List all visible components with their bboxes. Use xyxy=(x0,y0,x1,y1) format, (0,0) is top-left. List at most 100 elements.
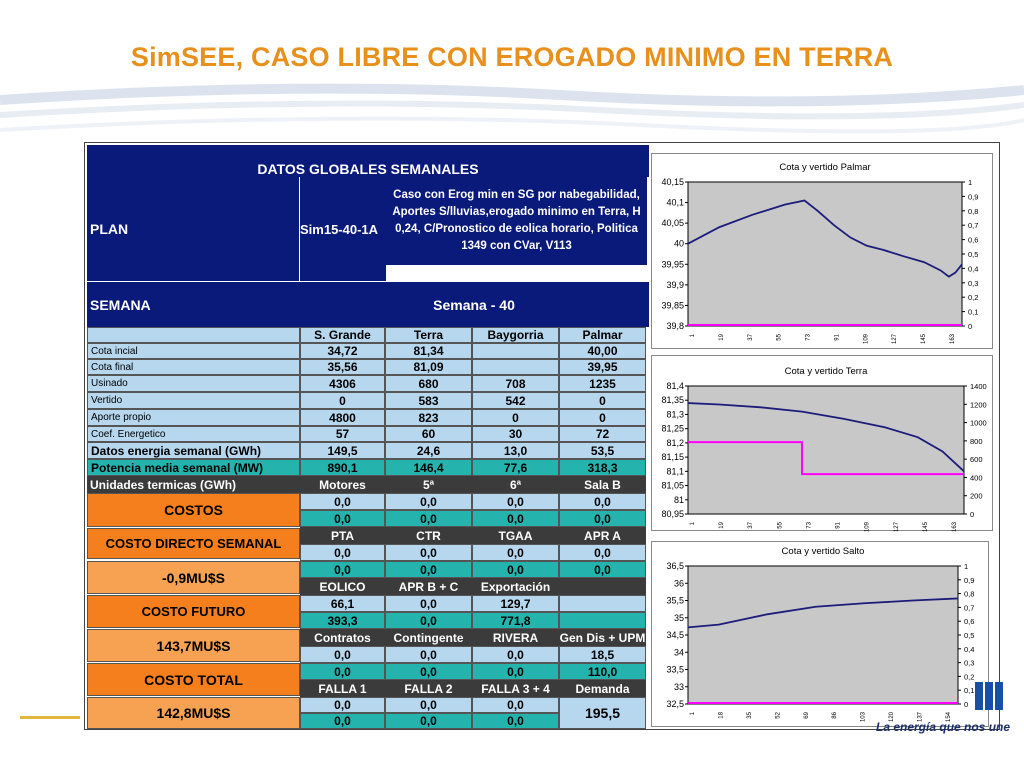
row-value: 0 xyxy=(559,409,646,426)
row-value: 35,56 xyxy=(300,359,385,375)
column-header: S. Grande xyxy=(300,327,385,343)
row-value xyxy=(472,359,559,375)
series-cota-line xyxy=(687,199,963,278)
x-tick-label: 91 xyxy=(834,333,840,340)
column-header: Palmar xyxy=(559,327,646,343)
spreadsheet-panel: DATOS GLOBALES SEMANALES PLAN Sim15-40-1A C… xyxy=(84,142,1000,730)
eolico-header: APR B + C xyxy=(385,578,472,595)
row-label: Aporte propio xyxy=(87,409,300,426)
row-value: 72 xyxy=(559,426,646,442)
y2-tick-label: 1400 xyxy=(970,382,987,391)
falla-value: 0,0 xyxy=(385,713,472,729)
row-value: 81,09 xyxy=(385,359,472,375)
y2-tick-label: 0,2 xyxy=(964,672,974,681)
eolico-header xyxy=(559,578,646,595)
series-cota-line xyxy=(687,597,959,629)
costo-directo-label: COSTO DIRECTO SEMANAL xyxy=(87,528,300,559)
pta-header: APR A xyxy=(559,527,646,544)
eolico-header: EOLICO xyxy=(300,578,385,595)
x-tick-label: 18 xyxy=(718,711,724,718)
eolico-value xyxy=(559,595,646,612)
pta-value: 0,0 xyxy=(472,544,559,561)
case-description: Caso con Erog min en SG por nabegabilida… xyxy=(386,177,647,265)
pta-value: 0,0 xyxy=(385,544,472,561)
y-tick-label: 32,5 xyxy=(666,699,684,709)
row-label: Potencia media semanal (MW) xyxy=(87,459,300,476)
termicas-header: Sala B xyxy=(559,476,646,493)
y-tick-label: 40,15 xyxy=(661,177,684,187)
termicas-header: 6ª xyxy=(472,476,559,493)
chart-title: Cota y vertido Salto xyxy=(782,546,865,557)
costos-value: 0,0 xyxy=(300,510,385,527)
x-tick-label: 163 xyxy=(950,333,956,344)
falla-value: 0,0 xyxy=(472,713,559,729)
contratos-header: Contratos xyxy=(300,629,385,646)
costos-value: 0,0 xyxy=(472,510,559,527)
x-tick-label: 86 xyxy=(832,711,838,718)
y2-tick-label: 1000 xyxy=(970,419,987,428)
x-tick-label: 103 xyxy=(861,711,867,722)
x-tick-label: 52 xyxy=(775,711,781,718)
x-tick-label: 91 xyxy=(836,521,842,528)
y-tick-label: 81,4 xyxy=(666,381,684,391)
y-tick-label: 81,35 xyxy=(661,395,684,405)
y-tick-label: 81,2 xyxy=(666,438,684,448)
column-header: Terra xyxy=(385,327,472,343)
row-label: Vertido xyxy=(87,392,300,409)
row-label: Usinado xyxy=(87,375,300,392)
contratos-header: Contingente xyxy=(385,629,472,646)
chart-salto-svg: Cota y vertido Salto 36,5 36 35,5 35 34,5 34 33… xyxy=(666,546,974,722)
x-tick-label: 127 xyxy=(894,521,900,532)
row-label: Datos energia semanal (GWh) xyxy=(87,442,300,459)
costo-futuro-label: COSTO FUTURO xyxy=(87,595,300,628)
y2-tick-label: 0,9 xyxy=(968,192,978,201)
row-value: 708 xyxy=(472,375,559,392)
contratos-value: 0,0 xyxy=(385,646,472,663)
falla-header: FALLA 1 xyxy=(300,680,385,697)
row-value: 40,00 xyxy=(559,343,646,359)
falla-value: 0,0 xyxy=(385,697,472,713)
row-value: 4306 xyxy=(300,375,385,392)
contratos-value: 0,0 xyxy=(385,663,472,680)
footer-tagline: La energía que nos une xyxy=(876,720,1011,734)
pta-header: PTA xyxy=(300,527,385,544)
y2-tick-label: 400 xyxy=(970,473,983,482)
contratos-value: 0,0 xyxy=(472,663,559,680)
row-value: 1235 xyxy=(559,375,646,392)
y2-tick-label: 0,3 xyxy=(964,659,974,668)
x-tick-label: 19 xyxy=(719,333,725,340)
y-tick-label: 36,5 xyxy=(666,561,684,571)
row-value: 13,0 xyxy=(472,442,559,459)
y2-tick-label: 600 xyxy=(970,455,983,464)
x-tick-label: 55 xyxy=(777,333,783,340)
eolico-value: 66,1 xyxy=(300,595,385,612)
row-value: 30 xyxy=(472,426,559,442)
row-label: Coef. Energetico xyxy=(87,426,300,442)
y2-tick-label: 1 xyxy=(968,178,972,187)
row-value: 57 xyxy=(300,426,385,442)
row-value: 39,95 xyxy=(559,359,646,375)
chart-salto: Cota y vertido Salto 36,5 36 35,5 35 34,5 34 33… xyxy=(651,541,989,727)
y2-tick-label: 0 xyxy=(968,322,972,331)
y2-tick-label: 0,1 xyxy=(964,686,974,695)
y-tick-label: 81,05 xyxy=(661,481,684,491)
eolico-value: 129,7 xyxy=(472,595,559,612)
series-vertido-line xyxy=(688,441,964,476)
row-value: 823 xyxy=(385,409,472,426)
row-value: 0 xyxy=(472,409,559,426)
row-value xyxy=(472,343,559,359)
y-tick-label: 80,95 xyxy=(661,509,684,519)
contratos-value: 0,0 xyxy=(300,646,385,663)
pta-header: CTR xyxy=(385,527,472,544)
y-tick-label: 40,1 xyxy=(666,198,684,208)
plot-area xyxy=(687,181,963,327)
y2-tick-label: 0,7 xyxy=(968,221,978,230)
row-value: 0 xyxy=(300,392,385,409)
column-header: Baygorria xyxy=(472,327,559,343)
y2-tick-label: 0,5 xyxy=(964,631,974,640)
y-tick-label: 35,5 xyxy=(666,596,684,606)
row-value: 4800 xyxy=(300,409,385,426)
falla-value: 0,0 xyxy=(472,697,559,713)
x-tick-label: 73 xyxy=(806,333,812,340)
x-tick-label: 37 xyxy=(748,521,754,528)
